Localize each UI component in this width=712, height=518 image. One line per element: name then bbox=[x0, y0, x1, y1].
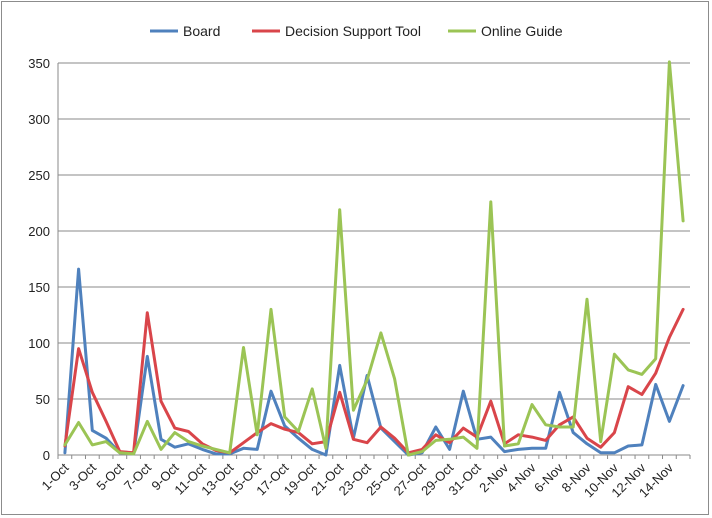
series-line-decision-support-tool bbox=[63, 307, 685, 455]
legend-label-board: Board bbox=[183, 23, 220, 39]
series-line-online-guide bbox=[63, 60, 685, 457]
x-tick-label: 3-Oct bbox=[66, 460, 99, 493]
y-tick-label: 100 bbox=[28, 336, 50, 351]
y-tick-label: 50 bbox=[36, 392, 50, 407]
legend-label-decision-support-tool: Decision Support Tool bbox=[285, 23, 421, 39]
x-tick-label: 6-Nov bbox=[531, 460, 566, 495]
x-tick-label: 1-Oct bbox=[38, 460, 71, 493]
y-tick-label: 200 bbox=[28, 224, 50, 239]
x-tick-label: 31-Oct bbox=[446, 460, 484, 498]
x-tick-label: 4-Nov bbox=[504, 460, 539, 495]
y-tick-label: 0 bbox=[43, 448, 50, 463]
series-line-board bbox=[63, 267, 685, 457]
y-tick-label: 150 bbox=[28, 280, 50, 295]
y-tick-label: 300 bbox=[28, 112, 50, 127]
x-tick-label: 5-Oct bbox=[93, 460, 126, 493]
y-tick-label: 250 bbox=[28, 168, 50, 183]
x-tick-label: 7-Oct bbox=[121, 460, 154, 493]
x-tick-label: 2-Nov bbox=[476, 460, 511, 495]
legend-label-online-guide: Online Guide bbox=[481, 23, 563, 39]
y-tick-label: 350 bbox=[28, 56, 50, 71]
